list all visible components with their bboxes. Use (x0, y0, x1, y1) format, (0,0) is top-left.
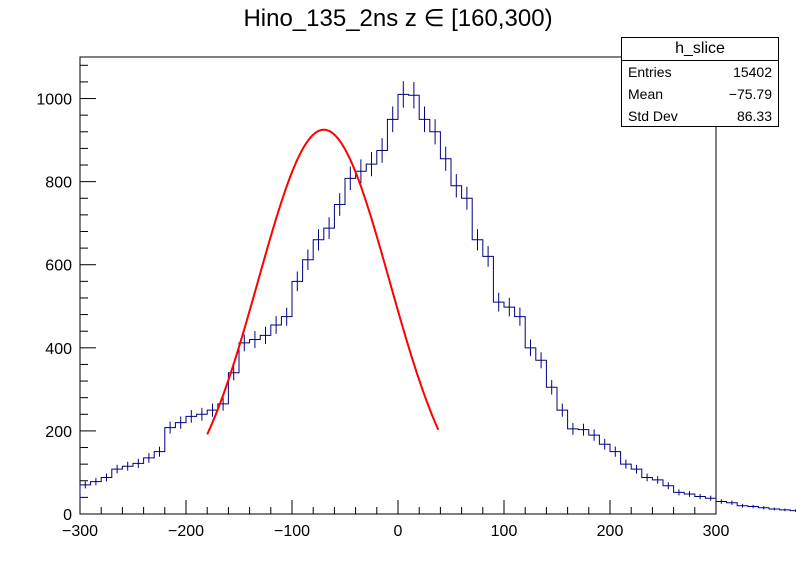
x-tick-label: −300 (62, 523, 98, 540)
gaussian-fit-curve (206, 128, 440, 435)
mean-value: −75.79 (728, 86, 772, 102)
stats-name: h_slice (622, 38, 778, 61)
mean-label: Mean (628, 86, 664, 102)
x-tick-label: 0 (394, 523, 403, 540)
y-tick-label: 600 (45, 258, 72, 275)
stats-box: h_slice Entries 15402 Mean −75.79 Std De… (621, 37, 779, 127)
std-value: 86.33 (736, 108, 772, 124)
entries-value: 15402 (733, 64, 772, 80)
x-tick-label: −200 (168, 523, 204, 540)
histogram-steps (79, 93, 796, 514)
std-label: Std Dev (628, 108, 678, 124)
x-tick-label: 200 (597, 523, 624, 540)
x-tick-label: 300 (703, 523, 730, 540)
x-tick-label: 100 (491, 523, 518, 540)
y-tick-label: 200 (45, 424, 72, 441)
entries-label: Entries (628, 64, 672, 80)
y-tick-label: 400 (45, 341, 72, 358)
chart-title: Hino_135_2ns z ∈ [160,300) (243, 5, 553, 32)
y-tick-label: 1000 (36, 92, 72, 109)
y-tick-label: 800 (45, 175, 72, 192)
y-tick-label: 0 (63, 507, 72, 524)
x-tick-label: −100 (274, 523, 310, 540)
